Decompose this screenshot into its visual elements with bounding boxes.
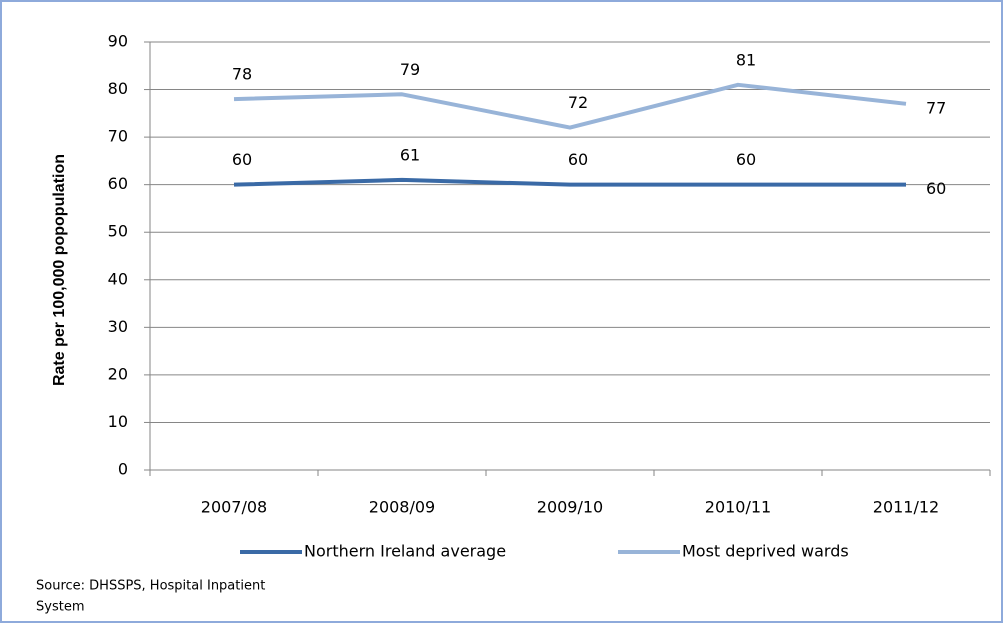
x-tick-label: 2011/12 [873,498,939,517]
y-tick-label: 10 [108,412,128,431]
data-label: 60 [736,150,756,169]
data-label: 60 [926,179,946,198]
y-tick-label: 80 [108,79,128,98]
data-label: 79 [400,60,420,79]
data-label: 60 [232,150,252,169]
data-label: 81 [736,50,756,69]
source-line: System [36,600,84,615]
data-label: 60 [568,150,588,169]
legend-label: Most deprived wards [682,542,849,561]
y-tick-label: 70 [108,127,128,146]
y-tick-label: 60 [108,174,128,193]
series-line [233,177,906,187]
y-tick-label: 0 [118,460,128,479]
x-tick-label: 2009/10 [537,498,603,517]
y-axis-label: Rate per 100,000 popopulation [51,154,68,386]
data-label: 77 [926,98,946,117]
x-tick-label: 2008/09 [369,498,435,517]
data-label: 61 [400,145,420,164]
y-tick-label: 40 [108,269,128,288]
y-tick-label: 50 [108,222,128,241]
legend-label: Northern Ireland average [304,542,506,561]
source-line: Source: DHSSPS, Hospital Inpatient [36,579,265,594]
y-tick-label: 20 [108,364,128,383]
y-tick-label: 30 [108,317,128,336]
data-label: 72 [568,93,588,112]
x-tick-label: 2010/11 [705,498,771,517]
series-line [233,82,907,130]
x-tick-label: 2007/08 [201,498,267,517]
data-label: 78 [232,65,252,84]
y-tick-label: 90 [108,32,128,51]
